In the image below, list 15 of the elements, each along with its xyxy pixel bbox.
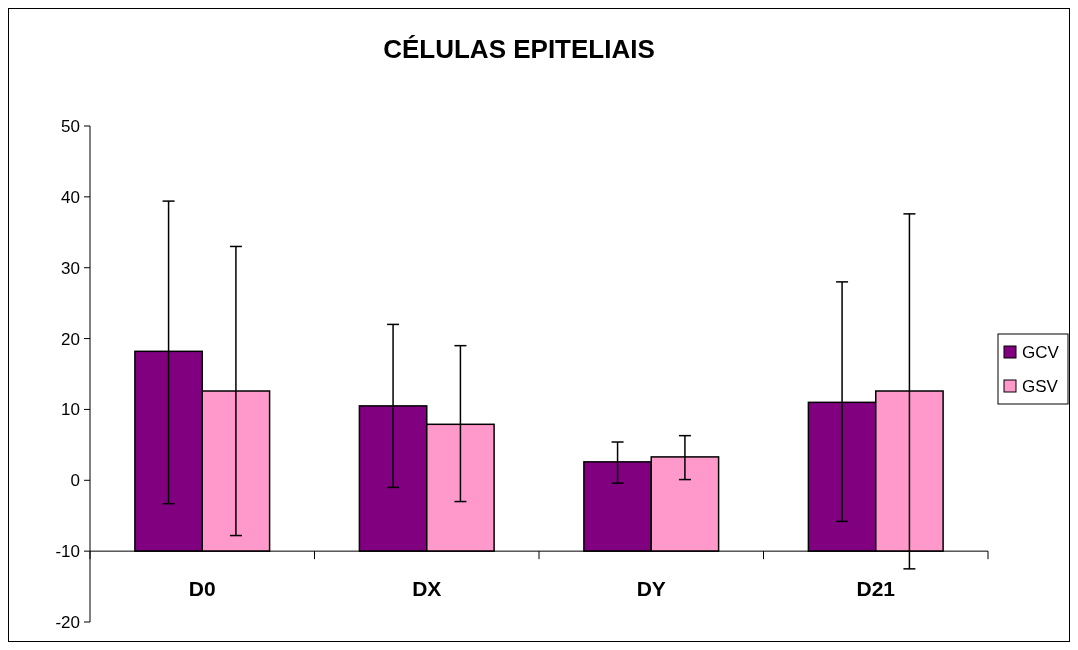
x-tick-label: D0 <box>188 577 216 601</box>
y-tick-label: 0 <box>70 471 80 491</box>
y-tick-label: 10 <box>61 400 80 420</box>
y-tick-label: -10 <box>55 542 80 562</box>
y-tick-label: 40 <box>61 187 80 207</box>
legend-label: GCV <box>1022 342 1060 362</box>
x-tick-label: DY <box>636 577 666 601</box>
y-tick-label: 50 <box>61 116 80 136</box>
y-tick-label: 30 <box>61 258 80 278</box>
y-tick-label: 20 <box>61 329 80 349</box>
y-tick-label: -20 <box>55 612 80 632</box>
x-tick-label: D21 <box>856 577 896 601</box>
chart-title: CÉLULAS EPITELIAIS <box>383 34 655 64</box>
legend-label: GSV <box>1022 376 1059 396</box>
x-tick-label: DX <box>412 577 442 601</box>
